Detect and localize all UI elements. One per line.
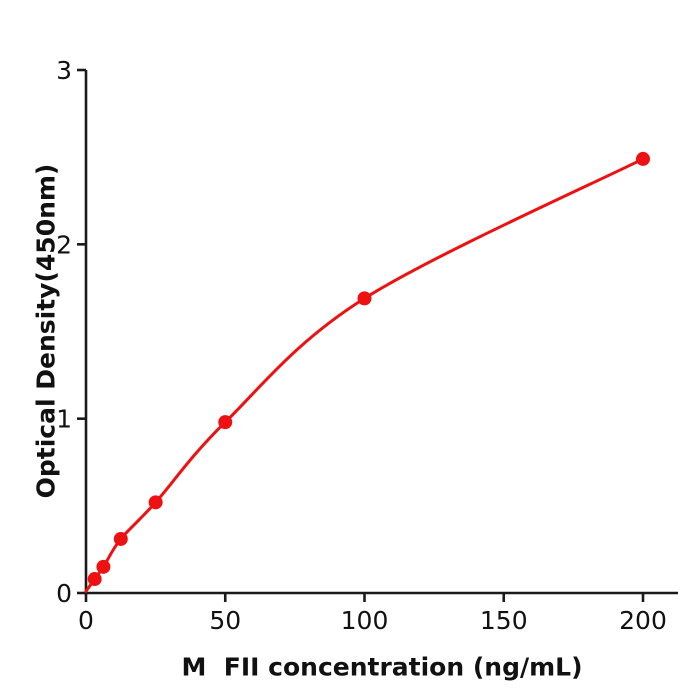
- y-tick-label: 3: [56, 56, 72, 85]
- data-point: [636, 151, 650, 166]
- data-point: [87, 572, 102, 587]
- data-point: [148, 495, 163, 510]
- y-axis-title: Optical Density(450nm): [31, 163, 61, 499]
- x-tick-label: 200: [619, 606, 667, 635]
- x-axis-title: M FII concentration (ng/mL): [181, 652, 583, 682]
- x-tick-label: 150: [480, 606, 528, 635]
- data-point: [96, 559, 111, 574]
- data-point: [113, 531, 128, 546]
- data-point: [218, 415, 233, 430]
- y-tick-label: 1: [56, 405, 72, 434]
- data-point: [357, 291, 372, 306]
- x-tick-label: 50: [209, 606, 241, 635]
- x-tick-label: 100: [341, 606, 389, 635]
- x-tick-label: 0: [78, 606, 94, 635]
- y-tick-label: 0: [56, 579, 72, 608]
- y-tick-label: 2: [56, 230, 72, 259]
- standard-curve-line: [84, 157, 645, 593]
